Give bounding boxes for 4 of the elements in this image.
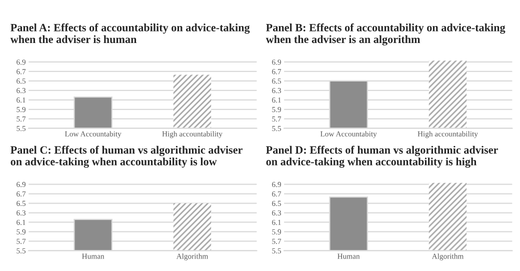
chart-title: Panel D: Effects of human vs algorithmic adviser on advice-taking when accountability is high [266, 146, 498, 168]
chart-title: Panel A: Effects of accountability on advice-taking when the adviser is human [10, 23, 250, 44]
chart-title: Panel C: Effects of human vs algorithmic adviser on advice-taking when accountability is low [10, 146, 242, 168]
chart-title: Panel B: Effects of accountability on advice-taking when the adviser is an algorithm [266, 23, 506, 46]
